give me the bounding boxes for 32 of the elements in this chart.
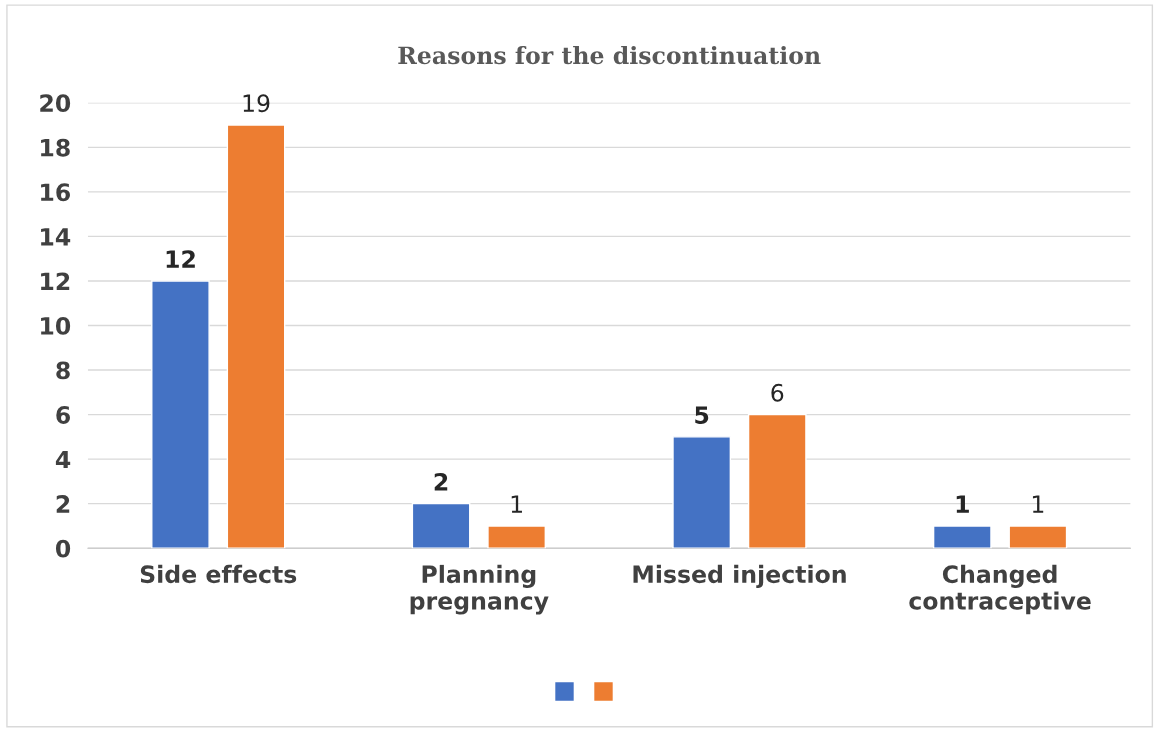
- y-tick-label: 6: [56, 406, 70, 424]
- data-label: 1: [511, 495, 522, 513]
- bar: [151, 280, 210, 549]
- x-tick-label: Missed injection: [633, 564, 846, 588]
- y-tick-label: 16: [41, 183, 70, 202]
- y-tick-label: 12: [41, 272, 70, 290]
- data-label: 1: [1032, 495, 1044, 513]
- y-tick-label: 0: [55, 539, 71, 558]
- bar: [487, 525, 547, 549]
- data-label: 5: [695, 406, 709, 424]
- bar: [747, 413, 807, 549]
- bar: [411, 502, 471, 549]
- x-tick-label: Planning pregnancy: [410, 564, 549, 615]
- y-tick-label: 8: [56, 361, 70, 380]
- y-tick-label: 4: [55, 450, 71, 469]
- y-tick-label: 10: [41, 316, 71, 335]
- y-tick-label: 14: [41, 228, 71, 246]
- y-tick-label: 18: [41, 138, 70, 157]
- y-tick-label: 2: [56, 495, 70, 513]
- bar: [226, 124, 286, 549]
- bar: [1008, 525, 1068, 549]
- bar: [932, 525, 992, 549]
- chart-title: Reasons for the discontinuation: [398, 45, 821, 65]
- bar: [672, 436, 732, 549]
- data-label: 19: [243, 94, 270, 113]
- y-tick-label: 20: [40, 94, 71, 113]
- data-label: 12: [166, 250, 195, 268]
- x-tick-label: Changed contraceptive: [909, 564, 1091, 615]
- data-label: 1: [956, 495, 969, 513]
- data-label: 6: [771, 383, 784, 402]
- data-label: 2: [434, 472, 448, 491]
- x-tick-label: Side effects: [140, 564, 297, 584]
